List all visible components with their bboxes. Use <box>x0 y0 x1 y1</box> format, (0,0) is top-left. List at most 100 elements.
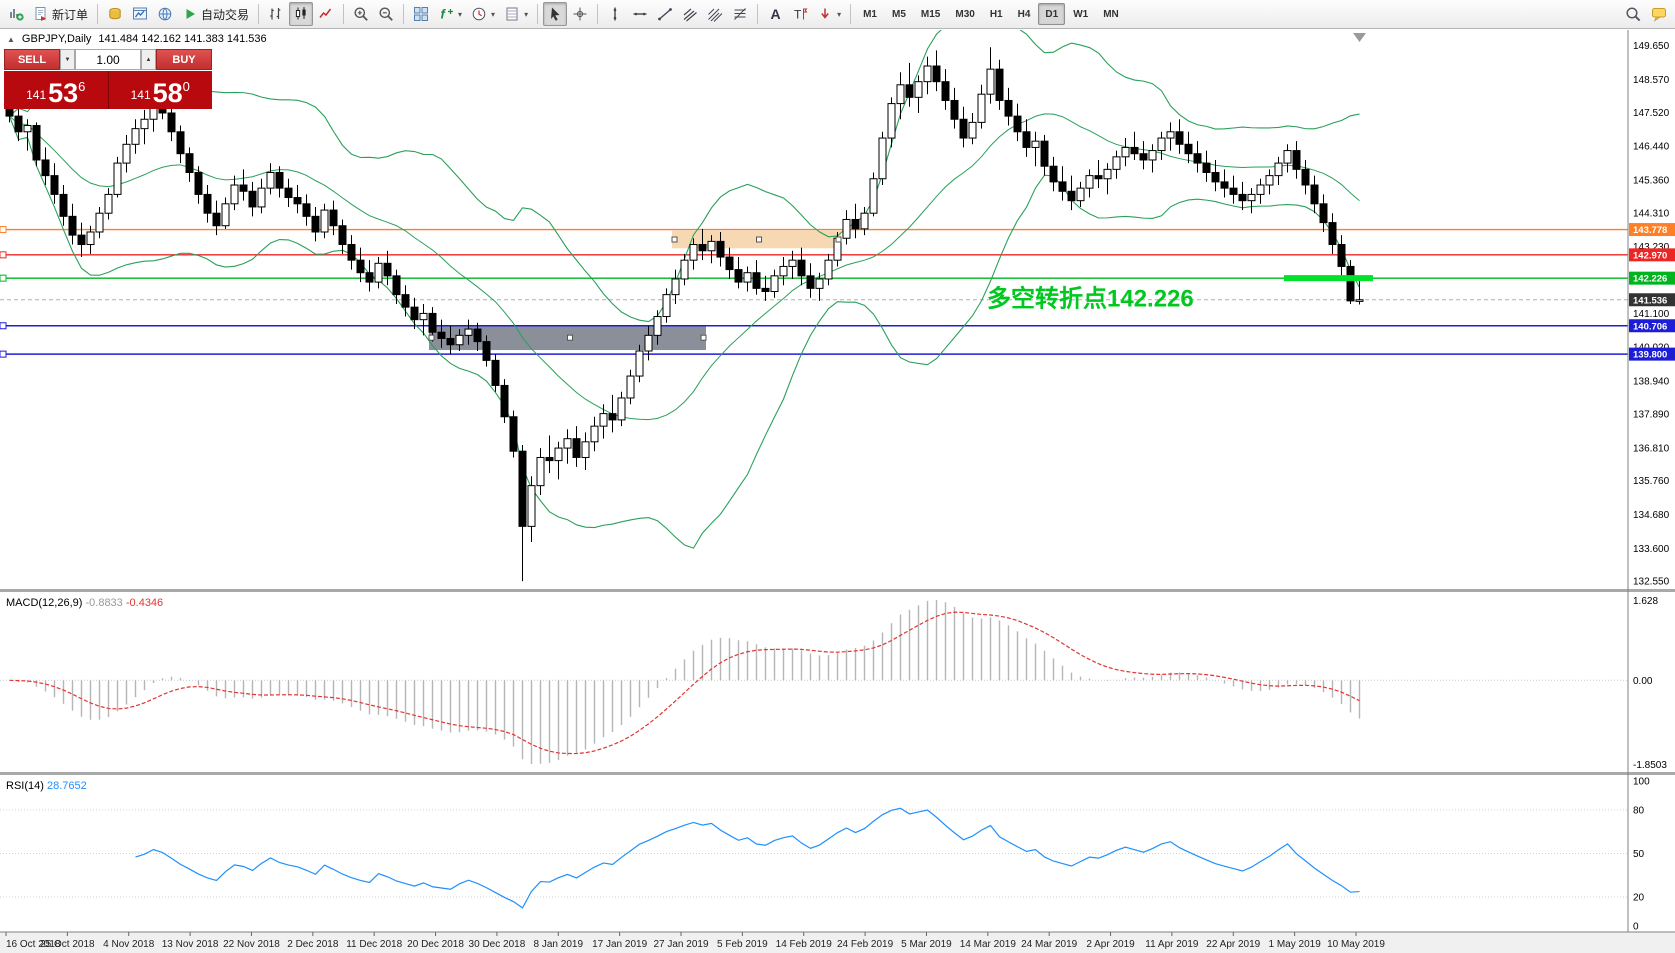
toolbar-button-bar-chart[interactable] <box>264 2 288 26</box>
line-handle[interactable] <box>0 350 7 358</box>
toolbar-button-tile-windows[interactable] <box>409 2 433 26</box>
rect-handle[interactable] <box>671 236 678 243</box>
one-click-collapse-icon[interactable]: ▲ <box>7 34 15 44</box>
chart-window-icon <box>133 7 148 20</box>
toolbar-button-arrow-objects[interactable]: ▾ <box>813 2 845 26</box>
one-click-trading-panel: SELL ▼ ▲ BUY 141 53 6 141 58 0 <box>4 49 212 109</box>
hline-icon <box>633 12 647 16</box>
toolbar-button-trendline[interactable] <box>653 2 677 26</box>
toolbar-button-crosshair[interactable] <box>568 2 592 26</box>
autotrade-icon <box>186 9 196 19</box>
toolbar-button-indicators[interactable]: f ▾ <box>434 2 466 26</box>
macd-panel[interactable]: MACD(12,26,9) -0.8833 -0.4346 1.628 0.00 -1… <box>0 596 1667 771</box>
toolbar-button-new-order[interactable]: 新订单 <box>29 2 92 26</box>
rsi-panel[interactable]: RSI(14) 28.7652 100 80 50 20 0 <box>0 777 1650 933</box>
line-handle[interactable] <box>0 226 7 234</box>
line-handle[interactable] <box>0 251 7 259</box>
toolbar-button-periods[interactable]: ▾ <box>467 2 499 26</box>
timeframe-button-D1[interactable]: D1 <box>1038 3 1066 25</box>
timeframe-button-M15[interactable]: M15 <box>914 3 947 25</box>
timeframe-button-M30[interactable]: M30 <box>948 3 981 25</box>
toolbar-button-navigator[interactable] <box>153 2 177 26</box>
timeframe-button-M1[interactable]: M1 <box>856 3 884 25</box>
dropdown-arrow-icon: ▾ <box>458 9 463 19</box>
dropdown-arrow-icon: ▾ <box>837 9 842 19</box>
toolbar-separator <box>597 4 599 24</box>
toolbar-button-line-chart[interactable] <box>314 2 338 26</box>
volume-down-stepper[interactable]: ▼ <box>60 49 75 70</box>
line-handle[interactable] <box>0 274 7 282</box>
timeframe-button-H4[interactable]: H4 <box>1011 3 1038 25</box>
panel-splitter[interactable] <box>0 589 1675 592</box>
toolbar-separator <box>403 4 405 24</box>
timeframe-button-MN[interactable]: MN <box>1096 3 1126 25</box>
rect-handle[interactable] <box>428 334 435 341</box>
sell-price-button[interactable]: 141 53 6 <box>4 71 109 109</box>
chart-title: ▲ GBPJPY,Daily 141.484 142.162 141.383 1… <box>7 33 267 45</box>
volume-up-stepper[interactable]: ▲ <box>141 49 156 70</box>
chart-text-annotation[interactable]: 多空转折点142.226 <box>987 285 1194 313</box>
one-click-controls: SELL ▼ ▲ BUY <box>4 49 212 70</box>
zoom-in-icon <box>354 7 368 21</box>
candlesticks <box>5 47 1364 582</box>
gold-icon <box>109 8 121 20</box>
price-axis-label: 133.600 <box>1633 544 1670 555</box>
toolbar-button-equidistant-channel[interactable] <box>678 2 702 26</box>
volume-input[interactable] <box>75 49 141 70</box>
templates-icon <box>506 7 518 21</box>
buy-button[interactable]: BUY <box>156 49 212 70</box>
chart-background[interactable] <box>0 30 1675 953</box>
bar-chart-icon <box>270 8 281 20</box>
price-axis-label: 138.940 <box>1633 377 1670 388</box>
rsi-line <box>135 807 1360 909</box>
toolbar-button-fibonacci-retracement[interactable] <box>728 2 752 26</box>
toolbar-button-search[interactable] <box>1621 2 1645 26</box>
toolbar-button-data-window[interactable] <box>128 2 152 26</box>
toolbar-button-new-chart[interactable] <box>4 2 28 26</box>
rect-handle[interactable] <box>756 236 762 243</box>
toolbar-button-vertical-line[interactable] <box>603 2 627 26</box>
svg-text:141.536: 141.536 <box>1633 295 1667 306</box>
toolbar-button-andrews-pitchfork[interactable] <box>703 2 727 26</box>
svg-text:140.706: 140.706 <box>1633 321 1667 332</box>
toolbar-button-auto-trading[interactable]: 自动交易 <box>178 2 253 26</box>
toolbar-button-horizontal-line[interactable] <box>628 2 652 26</box>
tile-windows-icon <box>414 7 429 21</box>
rect-handle[interactable] <box>567 334 573 341</box>
timeframe-button-W1[interactable]: W1 <box>1066 3 1095 25</box>
toolbar-button-community-chat[interactable] <box>1647 2 1671 26</box>
svg-text:143.778: 143.778 <box>1633 225 1667 236</box>
sell-button[interactable]: SELL <box>4 49 60 70</box>
toolbar-button-zoom-in[interactable] <box>349 2 373 26</box>
line-handle[interactable] <box>0 322 7 330</box>
toolbar-button-cursor[interactable] <box>543 2 568 26</box>
price-badge-140.706 <box>1629 319 1675 333</box>
svg-text:139.800: 139.800 <box>1633 350 1667 361</box>
price-axis[interactable]: 149.650 148.570 147.520 146.440 145.360 144.3… <box>1627 30 1675 932</box>
service-icon <box>158 7 172 21</box>
channel-icon <box>683 8 697 22</box>
toolbar-button-templates[interactable]: ▾ <box>500 2 532 26</box>
toolbar-button-text-label[interactable]: T <box>788 2 812 26</box>
rect-handle[interactable] <box>835 236 842 243</box>
date-label: 30 Dec 2018 <box>469 939 526 950</box>
date-label: 24 Mar 2019 <box>1021 939 1078 950</box>
cursor-icon <box>551 7 560 21</box>
price-panel[interactable]: 多空转折点142.226 <box>0 10 1628 582</box>
date-label: 2 Dec 2018 <box>287 939 339 950</box>
one-click-prices: 141 53 6 141 58 0 <box>4 71 212 109</box>
timeframe-button-H1[interactable]: H1 <box>983 3 1010 25</box>
price-axis-label: 148.570 <box>1633 75 1670 86</box>
price-badge-142.226 <box>1629 271 1675 285</box>
buy-price-button[interactable]: 141 58 0 <box>108 71 212 109</box>
timeframe-button-M5[interactable]: M5 <box>885 3 913 25</box>
toolbar-button-zoom-out[interactable] <box>374 2 398 26</box>
toolbar-button-market-watch[interactable] <box>103 2 127 26</box>
toolbar-button-candlestick-chart[interactable] <box>289 2 314 26</box>
chart-shift-marker[interactable] <box>1353 33 1366 42</box>
panel-splitter[interactable] <box>0 772 1675 775</box>
rect-handle[interactable] <box>700 334 707 341</box>
toolbar-button-text[interactable]: A <box>763 2 787 26</box>
